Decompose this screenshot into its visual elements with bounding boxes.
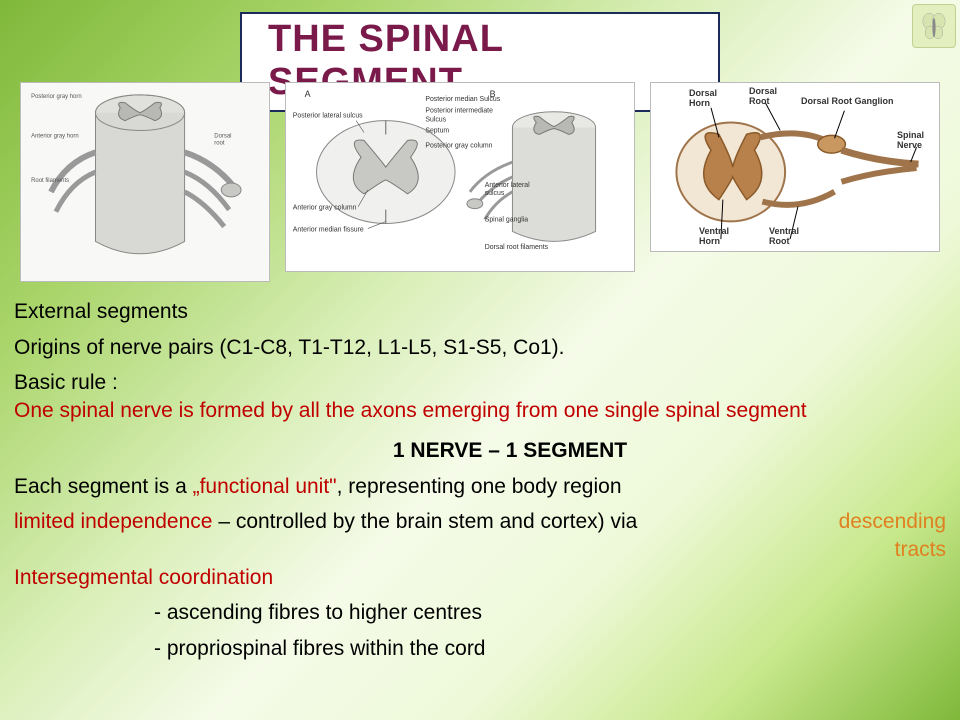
figure-cross-section: A B Posterior lateral sulcus Anterior gr…: [285, 82, 635, 272]
figure-dorsal-ventral: DorsalHorn DorsalRoot Dorsal Root Gangli…: [650, 82, 940, 252]
svg-text:Posterior gray column: Posterior gray column: [425, 142, 492, 149]
svg-text:Anterior median fissure: Anterior median fissure: [293, 226, 364, 233]
svg-text:Anterior gray column: Anterior gray column: [293, 205, 357, 212]
butterfly-logo: [912, 4, 956, 48]
line-functional-unit: Each segment is a „functional unit", rep…: [14, 473, 946, 501]
svg-text:Sulcus: Sulcus: [425, 117, 446, 124]
label-dorsal-root: DorsalRoot: [749, 87, 777, 107]
svg-text:root: root: [214, 140, 225, 146]
svg-text:Anterior gray horn: Anterior gray horn: [31, 133, 79, 139]
svg-text:Posterior gray horn: Posterior gray horn: [31, 94, 81, 100]
label-ventral-horn: VentralHorn: [699, 227, 729, 247]
svg-text:A: A: [305, 89, 311, 99]
figure-spinal-3d: Posterior gray horn Anterior gray horn R…: [20, 82, 270, 282]
svg-text:Spinal ganglia: Spinal ganglia: [485, 217, 529, 224]
svg-text:Posterior lateral sulcus: Posterior lateral sulcus: [293, 113, 363, 120]
figures-row: Posterior gray horn Anterior gray horn R…: [20, 82, 940, 282]
line-intersegmental: Intersegmental coordination: [14, 564, 946, 592]
label-ventral-root: VentralRoot: [769, 227, 799, 247]
label-drg: Dorsal Root Ganglion: [801, 97, 894, 107]
svg-text:Posterior intermediate: Posterior intermediate: [425, 108, 493, 115]
line-origins: Origins of nerve pairs (C1-C8, T1-T12, L…: [14, 334, 946, 362]
svg-text:sulcus: sulcus: [485, 190, 505, 197]
line-basic-rule: Basic rule : One spinal nerve is formed …: [14, 369, 946, 424]
line-external-segments: External segments: [14, 298, 946, 326]
svg-text:Posterior median Sulcus: Posterior median Sulcus: [425, 96, 500, 103]
svg-text:Root filaments: Root filaments: [31, 178, 69, 184]
label-spinal-nerve: SpinalNerve: [897, 131, 924, 151]
label-dorsal-horn: DorsalHorn: [689, 89, 717, 109]
text-content: External segments Origins of nerve pairs…: [14, 298, 946, 671]
svg-text:Septum: Septum: [425, 127, 449, 134]
svg-text:Anterior lateral: Anterior lateral: [485, 182, 530, 189]
motto: 1 NERVE – 1 SEGMENT: [14, 437, 946, 465]
butterfly-icon: [918, 10, 950, 42]
svg-text:Dorsal: Dorsal: [214, 133, 231, 139]
line-ascending: - ascending fibres to higher centres: [14, 599, 946, 627]
line-limited-independence: limited independence – controlled by the…: [14, 508, 946, 563]
svg-text:Dorsal root filaments: Dorsal root filaments: [485, 244, 549, 251]
line-propriospinal: - propriospinal fibres within the cord: [14, 635, 946, 663]
